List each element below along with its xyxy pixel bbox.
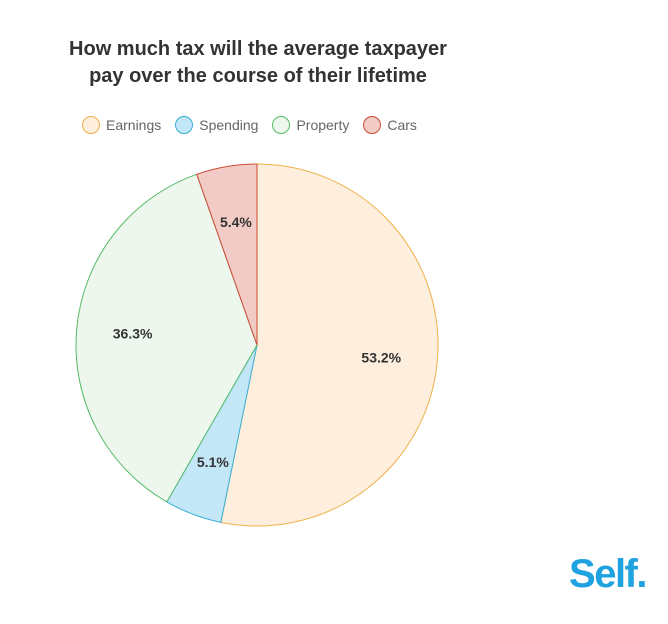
legend-label-spending: Spending (199, 117, 259, 133)
pie-slice-earnings[interactable] (220, 163, 439, 527)
pie-slice-label-spending: 5.1% (197, 454, 229, 470)
legend-swatch-earnings (82, 116, 100, 134)
legend-item-earnings[interactable]: Earnings (82, 116, 161, 134)
pie-slice-label-cars: 5.4% (220, 214, 252, 230)
pie-slice-label-property: 36.3% (113, 326, 153, 342)
legend-label-property: Property (296, 117, 350, 133)
pie-slice-label-earnings: 53.2% (361, 350, 401, 366)
legend-swatch-spending (175, 116, 194, 134)
legend-label-cars: Cars (387, 117, 417, 133)
legend-item-cars[interactable]: Cars (363, 116, 417, 134)
chart-title-line-2: pay over the course of their lifetime (89, 65, 427, 87)
pie-slice-property[interactable] (75, 173, 258, 503)
chart-legend: Earnings Spending Property Cars (82, 116, 417, 134)
pie-slice-cars[interactable] (196, 163, 258, 346)
legend-label-earnings: Earnings (106, 117, 162, 133)
chart-title: How much tax will the average taxpayer p… (0, 36, 516, 90)
legend-swatch-property (272, 116, 291, 134)
brand-logo: Self. (569, 552, 647, 596)
legend-item-property[interactable]: Property (272, 116, 349, 134)
chart-title-line-1: How much tax will the average taxpayer (69, 38, 447, 60)
legend-swatch-cars (363, 116, 382, 134)
legend-item-spending[interactable]: Spending (175, 116, 258, 134)
